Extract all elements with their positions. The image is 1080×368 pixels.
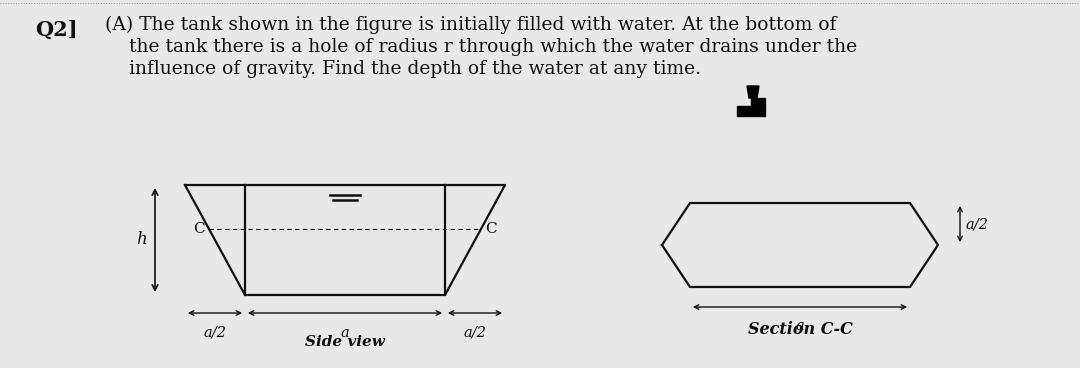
- Text: h: h: [136, 231, 147, 248]
- Text: Section C-C: Section C-C: [747, 321, 852, 338]
- Text: a/2: a/2: [203, 326, 227, 340]
- Text: a/2: a/2: [966, 217, 989, 231]
- Polygon shape: [747, 86, 759, 98]
- Text: C: C: [193, 222, 205, 236]
- Text: C: C: [485, 222, 497, 236]
- Text: (A) The tank shown in the figure is initially filled with water. At the bottom o: (A) The tank shown in the figure is init…: [105, 16, 837, 34]
- Text: Side view: Side view: [305, 335, 384, 349]
- Text: a: a: [796, 319, 805, 333]
- Polygon shape: [737, 98, 765, 116]
- Text: Q2]: Q2]: [35, 20, 78, 40]
- Text: influence of gravity. Find the depth of the water at any time.: influence of gravity. Find the depth of …: [105, 60, 701, 78]
- Text: a: a: [340, 326, 349, 340]
- Text: the tank there is a hole of radius r through which the water drains under the: the tank there is a hole of radius r thr…: [105, 38, 858, 56]
- Text: a/2: a/2: [463, 326, 486, 340]
